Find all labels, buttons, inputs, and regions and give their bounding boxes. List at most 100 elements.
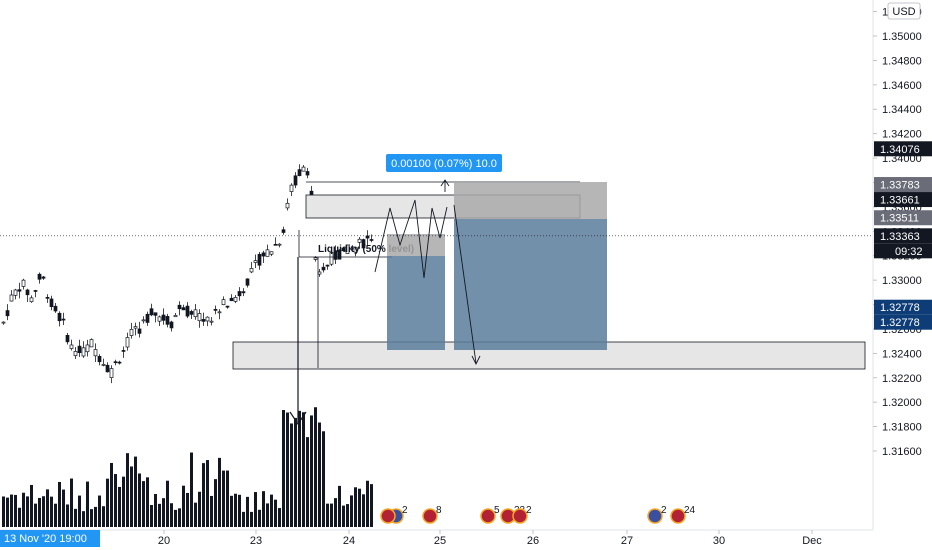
candle-body: [325, 264, 330, 267]
event-count: 24: [684, 505, 696, 516]
volume-bar: [254, 492, 257, 527]
candle-body: [17, 289, 22, 292]
volume-bar: [94, 506, 97, 527]
volume-bar: [70, 478, 73, 527]
price-tick-label: 1.35000: [882, 31, 922, 43]
volume-bar: [54, 503, 57, 527]
event-marker[interactable]: 2: [647, 505, 667, 524]
volume-bar: [110, 462, 113, 527]
event-marker[interactable]: 2: [512, 505, 532, 524]
volume-bar: [98, 495, 101, 527]
candle-body: [305, 171, 310, 176]
candle-body: [189, 311, 194, 315]
volume-bar: [358, 488, 361, 527]
volume-bar: [326, 503, 329, 527]
volume-bar: [186, 492, 189, 527]
candle-body: [301, 166, 306, 172]
volume-bar: [246, 496, 249, 527]
volume-bar: [86, 481, 89, 527]
volume-bar: [342, 505, 345, 527]
us-flag-icon: [670, 508, 686, 524]
candle-body: [361, 239, 366, 249]
volume-bar: [202, 463, 205, 527]
candle-body: [109, 368, 114, 379]
drawings[interactable]: Liquidity (50% level) 0.00100 (0.07%) 10…: [232, 154, 866, 426]
volume-bar: [210, 495, 213, 527]
volume-bar: [30, 484, 33, 527]
volume-bar: [170, 503, 173, 527]
projection-drop-head: [471, 355, 481, 366]
price-tick-label: 1.34800: [882, 55, 922, 67]
price-tag-label: 1.32778: [880, 317, 920, 329]
candle-body: [257, 253, 262, 266]
volume-bar: [102, 506, 105, 527]
countdown-label: 09:32: [895, 246, 923, 258]
price-tick-label: 1.31600: [882, 446, 922, 458]
candle-body: [77, 345, 82, 354]
volume-bar: [310, 415, 313, 527]
event-marker[interactable]: 8: [422, 505, 442, 524]
candle-body: [353, 246, 358, 253]
volume-bar: [146, 477, 149, 527]
time-tick-label: 23: [250, 535, 262, 547]
candle-body: [65, 335, 70, 343]
time-axis[interactable]: 20 23 24 25 26 27 30 Dec: [158, 530, 822, 547]
candle-body: [13, 289, 18, 296]
price-tag: [874, 299, 932, 315]
candle-body: [293, 175, 298, 186]
candle-body: [33, 290, 38, 292]
volume-bar: [314, 407, 317, 527]
event-marker[interactable]: 2: [380, 505, 408, 524]
volume-bar: [10, 494, 13, 527]
volume-bar: [262, 491, 265, 527]
economic-events[interactable]: 285232224: [380, 505, 696, 524]
volume-bar: [274, 499, 277, 527]
price-tag-label: 1.33511: [880, 213, 919, 225]
candle-body: [217, 311, 222, 314]
candle-body: [45, 296, 50, 299]
candle-body: [129, 328, 134, 336]
position-2-stop[interactable]: [454, 182, 607, 219]
candle-body: [57, 312, 62, 322]
volume-bar: [42, 496, 45, 527]
candle-body: [137, 328, 142, 334]
position-1-target[interactable]: [387, 256, 445, 350]
candle-body: [213, 308, 218, 311]
volume-bar: [126, 453, 129, 527]
price-tag-label: 1.33363: [880, 231, 920, 243]
volume-bar: [234, 493, 237, 527]
volume-bar: [78, 495, 81, 527]
volume-bar: [106, 478, 109, 527]
volume-bar: [14, 494, 17, 527]
projection-drop: [453, 204, 477, 364]
event-marker[interactable]: 5: [480, 505, 500, 524]
volume-bar: [290, 423, 293, 527]
candle-body: [29, 297, 34, 303]
volume-bar: [346, 504, 349, 527]
candle-body: [113, 361, 118, 364]
event-marker[interactable]: 24: [670, 505, 696, 524]
volume-bar: [130, 466, 133, 527]
currency-button[interactable]: [887, 2, 921, 20]
candle-body: [161, 314, 166, 321]
candle-body: [345, 244, 350, 254]
volume-bar: [286, 412, 289, 527]
volume-bar: [278, 508, 281, 527]
volume-bar: [166, 480, 169, 527]
candle-body: [205, 316, 210, 322]
price-tag: [874, 177, 932, 193]
candle-body: [125, 337, 130, 348]
position-1-stop[interactable]: [387, 234, 445, 256]
volume-bar: [258, 509, 261, 527]
projection-path: [374, 199, 448, 279]
volume-bar: [74, 508, 77, 527]
position-2-target[interactable]: [454, 219, 607, 350]
candle-body: [73, 351, 78, 357]
candle-body: [321, 266, 326, 271]
candle-body: [105, 364, 110, 373]
volume-bar: [158, 503, 161, 527]
crosshair-time-box: [0, 530, 100, 547]
candle-body: [225, 305, 230, 308]
candle-body: [329, 251, 334, 265]
